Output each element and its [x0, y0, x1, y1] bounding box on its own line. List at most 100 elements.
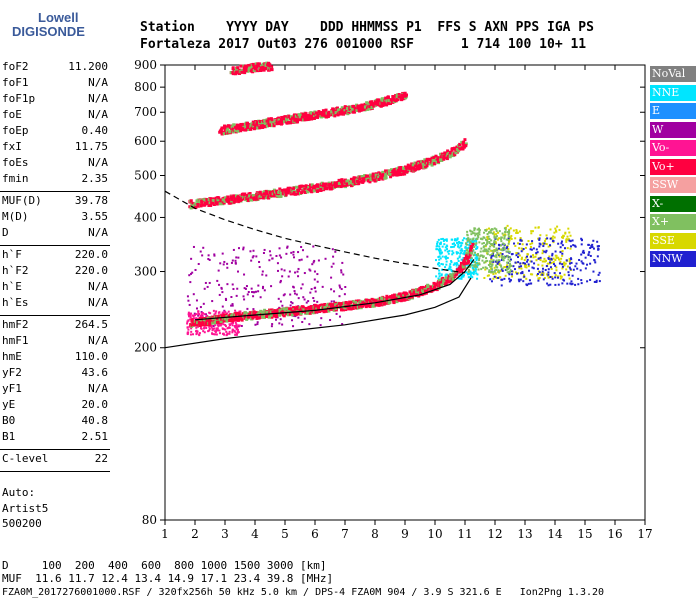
echo-point	[579, 269, 582, 272]
echo-point	[212, 328, 215, 331]
echo-point	[509, 279, 512, 282]
y-tick-label: 600	[134, 134, 157, 148]
echo-point	[526, 284, 529, 287]
echo-point	[560, 275, 563, 278]
trace-point	[225, 319, 229, 323]
trace-point	[419, 286, 423, 290]
param-label: h`F	[2, 248, 22, 261]
echo-point	[543, 240, 546, 243]
echo-point	[521, 249, 524, 252]
trace-point	[241, 122, 245, 126]
trace-point	[378, 172, 382, 176]
trace-point	[413, 161, 417, 165]
echo-point	[484, 268, 487, 271]
echo-point	[467, 276, 470, 279]
echo-point	[488, 237, 491, 240]
trace-point	[301, 189, 305, 193]
echo-point	[578, 258, 581, 261]
trace-point	[339, 303, 343, 307]
echo-point	[543, 276, 546, 279]
trace-point	[222, 201, 226, 205]
trace-point	[267, 61, 271, 65]
echo-point	[224, 325, 227, 328]
echo-point	[438, 258, 441, 261]
echo-point	[214, 324, 217, 327]
trace-point	[319, 183, 323, 187]
echo-point	[202, 302, 205, 305]
trace-point	[254, 62, 258, 66]
echo-point	[237, 256, 240, 259]
echo-point	[491, 268, 494, 271]
echo-point	[522, 280, 525, 283]
trace-point	[460, 263, 464, 267]
x-tick-label: 15	[577, 527, 592, 541]
echo-point	[593, 259, 596, 262]
echo-point	[456, 237, 459, 240]
echo-point	[482, 266, 485, 269]
echo-point	[482, 242, 485, 245]
echo-point	[503, 277, 506, 280]
trace-point	[268, 64, 272, 68]
echo-point	[483, 261, 486, 264]
echo-point	[474, 243, 477, 246]
echo-point	[314, 290, 317, 293]
echo-point	[462, 256, 465, 259]
echo-point	[469, 273, 472, 276]
echo-point	[509, 264, 512, 267]
echo-point	[547, 268, 550, 271]
echo-point	[340, 271, 343, 274]
echo-point	[210, 324, 213, 327]
echo-point	[436, 248, 439, 251]
echo-point	[463, 251, 466, 254]
echo-point	[460, 248, 463, 251]
echo-point	[537, 263, 540, 266]
trace-point	[371, 174, 375, 178]
param-label: h`Es	[2, 296, 29, 309]
echo-point	[571, 239, 574, 242]
echo-point	[495, 264, 498, 267]
header-line-1: Station YYYY DAY DDD HHMMSS P1 FFS S AXN…	[140, 20, 594, 35]
trace-point	[246, 65, 250, 69]
echo-point	[515, 231, 518, 234]
echo-point	[303, 317, 306, 320]
echo-point	[539, 256, 542, 259]
echo-point	[207, 258, 210, 261]
echo-point	[225, 334, 228, 337]
param-value: N/A	[88, 334, 108, 347]
echo-point	[507, 233, 510, 236]
trace-point	[460, 265, 464, 269]
trace-point	[368, 100, 372, 104]
trace-point	[396, 171, 400, 175]
echo-point	[524, 262, 527, 265]
echo-point	[476, 273, 479, 276]
echo-point	[453, 242, 456, 245]
echo-point	[542, 272, 545, 275]
trace-point	[396, 93, 400, 97]
echo-point	[456, 241, 459, 244]
echo-point	[489, 254, 492, 257]
echo-point	[568, 231, 571, 234]
echo-point	[438, 269, 441, 272]
trace-point	[301, 305, 305, 309]
echo-point	[491, 270, 494, 273]
trace-point	[255, 316, 259, 320]
echo-point	[225, 330, 228, 333]
echo-point	[231, 259, 234, 262]
trace-point	[377, 178, 381, 182]
echo-point	[548, 244, 551, 247]
echo-point	[441, 245, 444, 248]
trace-point	[457, 149, 461, 153]
trace-point	[385, 297, 389, 301]
trace-point	[265, 310, 269, 314]
autoscale-code: 500200	[2, 517, 42, 530]
echo-point	[246, 293, 249, 296]
echo-point	[475, 265, 478, 268]
x-tick-label: 2	[191, 527, 199, 541]
trace-point	[247, 123, 251, 127]
echo-point	[477, 254, 480, 257]
trace-point	[450, 274, 454, 278]
echo-point	[268, 259, 271, 262]
echo-point	[597, 247, 600, 250]
echo-point	[531, 240, 534, 243]
echo-point	[205, 327, 208, 330]
